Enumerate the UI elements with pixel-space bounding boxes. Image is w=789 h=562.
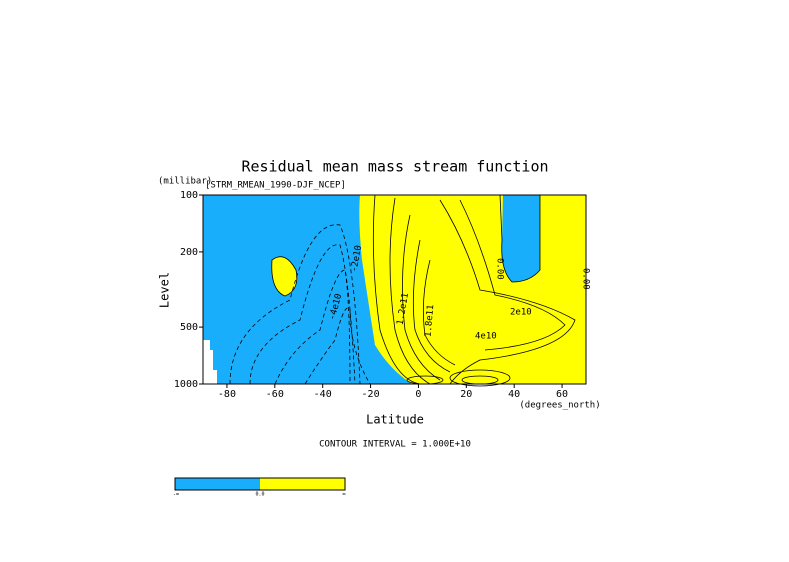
plot-frame (202, 194, 587, 385)
contour-label: 0.00 (581, 268, 591, 290)
contour-label: 1.8e11 (424, 304, 437, 337)
contours (229, 194, 576, 387)
colorbar-frame (174, 477, 346, 491)
contour-label: -2e10 (350, 245, 365, 273)
x-tick-label: -40 (314, 389, 332, 400)
colorbar-label: 0.0 (255, 492, 264, 498)
missing-region (203, 340, 217, 384)
colorbar-label: ∞ (342, 492, 345, 498)
contour-interval: CONTOUR INTERVAL = 1.000E+10 (319, 440, 471, 450)
contour-label: 2e10 (510, 308, 532, 318)
x-tick-label: -60 (266, 389, 284, 400)
colorbar-label: -∞ (173, 492, 179, 498)
negative-region (501, 195, 540, 282)
chart-title: Residual mean mass stream function (241, 158, 548, 176)
contour-label: 0.00 (495, 258, 505, 280)
x-tick-label: 60 (556, 389, 568, 400)
colorbar: -∞ 0.0 ∞ (173, 477, 346, 498)
y-tick-label: 500 (180, 322, 198, 333)
y-units: (millibar) (158, 177, 212, 187)
contour-labels: -4e10 -2e10 1.2e11 1.8e11 4e10 2e10 0.00… (328, 245, 591, 342)
x-tick-label: 40 (508, 389, 520, 400)
colorbar-negative (175, 478, 260, 490)
x-units: (degrees_north) (519, 401, 600, 411)
positive-region (271, 256, 297, 296)
subtitle: [STRM_RMEAN_1990-DJF_NCEP] (205, 181, 346, 191)
plot (202, 194, 587, 387)
x-tick-label: 0 (415, 389, 421, 400)
y-axis-label: Level (158, 272, 172, 308)
x-tick-label: 20 (460, 389, 472, 400)
contour-label: 4e10 (475, 332, 497, 342)
y-tick-label: 1000 (174, 379, 198, 390)
x-tick-label: -20 (362, 389, 380, 400)
y-tick-label: 200 (180, 247, 198, 258)
x-axis-label: Latitude (366, 413, 424, 427)
y-tick-label: 100 (180, 190, 198, 201)
positive-region (359, 195, 586, 384)
colorbar-positive (260, 478, 345, 490)
x-tick-label: -80 (218, 389, 236, 400)
